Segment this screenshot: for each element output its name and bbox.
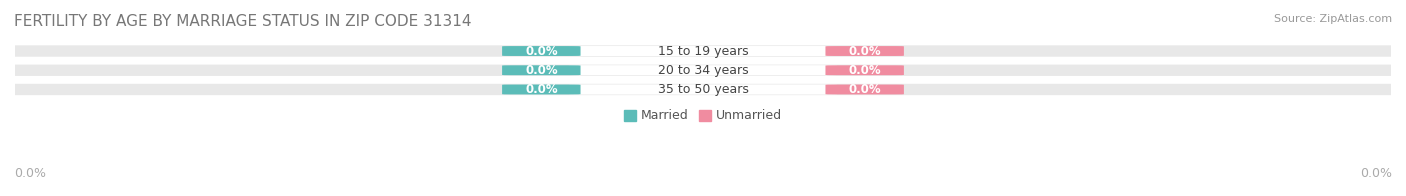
FancyBboxPatch shape — [569, 84, 837, 94]
Text: 15 to 19 years: 15 to 19 years — [658, 44, 748, 57]
FancyBboxPatch shape — [502, 84, 581, 94]
Text: 0.0%: 0.0% — [1360, 167, 1392, 180]
Text: Source: ZipAtlas.com: Source: ZipAtlas.com — [1274, 14, 1392, 24]
FancyBboxPatch shape — [569, 46, 837, 56]
FancyBboxPatch shape — [825, 46, 904, 56]
FancyBboxPatch shape — [1, 84, 1405, 95]
FancyBboxPatch shape — [502, 65, 581, 75]
FancyBboxPatch shape — [502, 46, 581, 56]
Text: 0.0%: 0.0% — [524, 44, 558, 57]
Text: 0.0%: 0.0% — [524, 83, 558, 96]
Text: 0.0%: 0.0% — [848, 83, 882, 96]
FancyBboxPatch shape — [825, 65, 904, 75]
FancyBboxPatch shape — [1, 45, 1405, 57]
Text: 0.0%: 0.0% — [848, 64, 882, 77]
Legend: Married, Unmarried: Married, Unmarried — [619, 104, 787, 127]
Text: 0.0%: 0.0% — [14, 167, 46, 180]
Text: 0.0%: 0.0% — [848, 44, 882, 57]
Text: 20 to 34 years: 20 to 34 years — [658, 64, 748, 77]
FancyBboxPatch shape — [825, 84, 904, 94]
Text: 35 to 50 years: 35 to 50 years — [658, 83, 748, 96]
Text: FERTILITY BY AGE BY MARRIAGE STATUS IN ZIP CODE 31314: FERTILITY BY AGE BY MARRIAGE STATUS IN Z… — [14, 14, 471, 29]
Text: 0.0%: 0.0% — [524, 64, 558, 77]
FancyBboxPatch shape — [1, 64, 1405, 76]
FancyBboxPatch shape — [569, 65, 837, 75]
